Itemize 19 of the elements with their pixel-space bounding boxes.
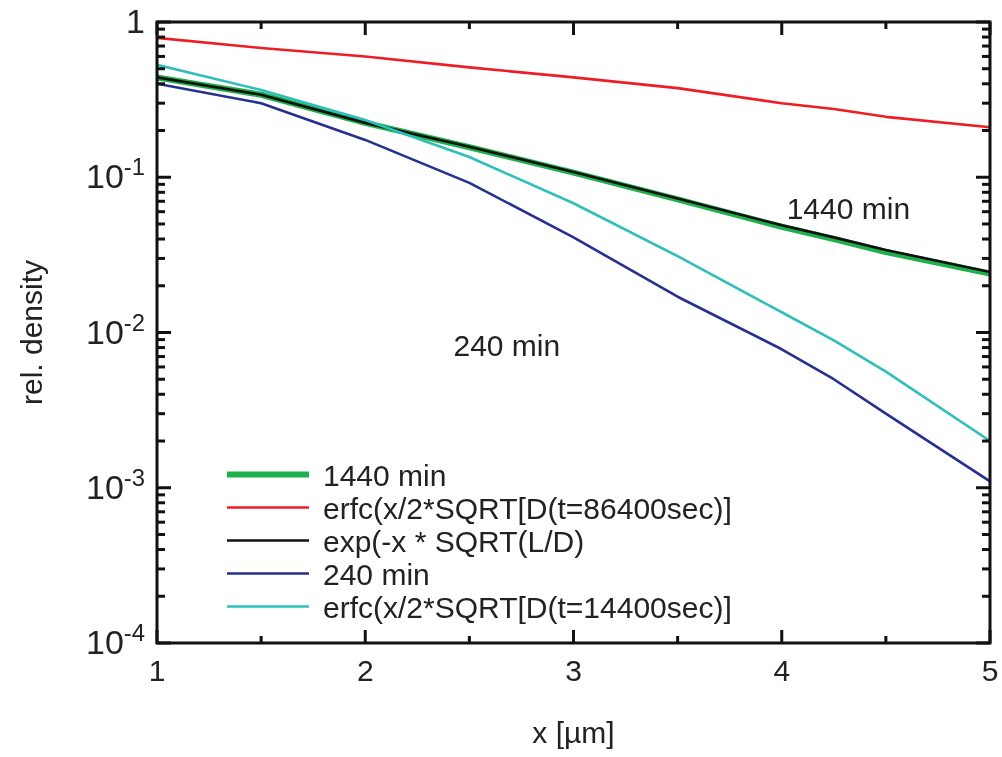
legend-label: erfc(x/2*SQRT[D(t=86400sec)] (323, 491, 732, 525)
y-tick-label: 10$^{-3}$ (86, 463, 145, 506)
y-tick-label: 10$^{-1}$ (86, 152, 145, 196)
x-tick-label: 3 (565, 654, 582, 687)
annotation: 1440 min (786, 192, 911, 226)
y-tick-label: 1 (126, 2, 145, 40)
x-tick-label: 1 (148, 654, 166, 687)
y-axis-title: rel. density (15, 259, 48, 406)
y-tick-label: 10$^{-2}$ (86, 308, 145, 351)
annotation: 240 min (453, 328, 561, 362)
legend-label: 1440 min (323, 458, 447, 492)
x-tick-label: 4 (773, 654, 791, 687)
legend-label: erfc(x/2*SQRT[D(t=14400sec)] (323, 590, 732, 624)
x-tick-label: 5 (981, 654, 999, 687)
legend-label: 240 min (323, 557, 430, 591)
y-tick-label: 10$^{-4}$ (86, 618, 145, 661)
legend-label: exp(-x * SQRT(L/D) (323, 524, 585, 558)
x-tick-label: 2 (356, 654, 374, 687)
x-axis-title: x [µm] (532, 716, 615, 749)
